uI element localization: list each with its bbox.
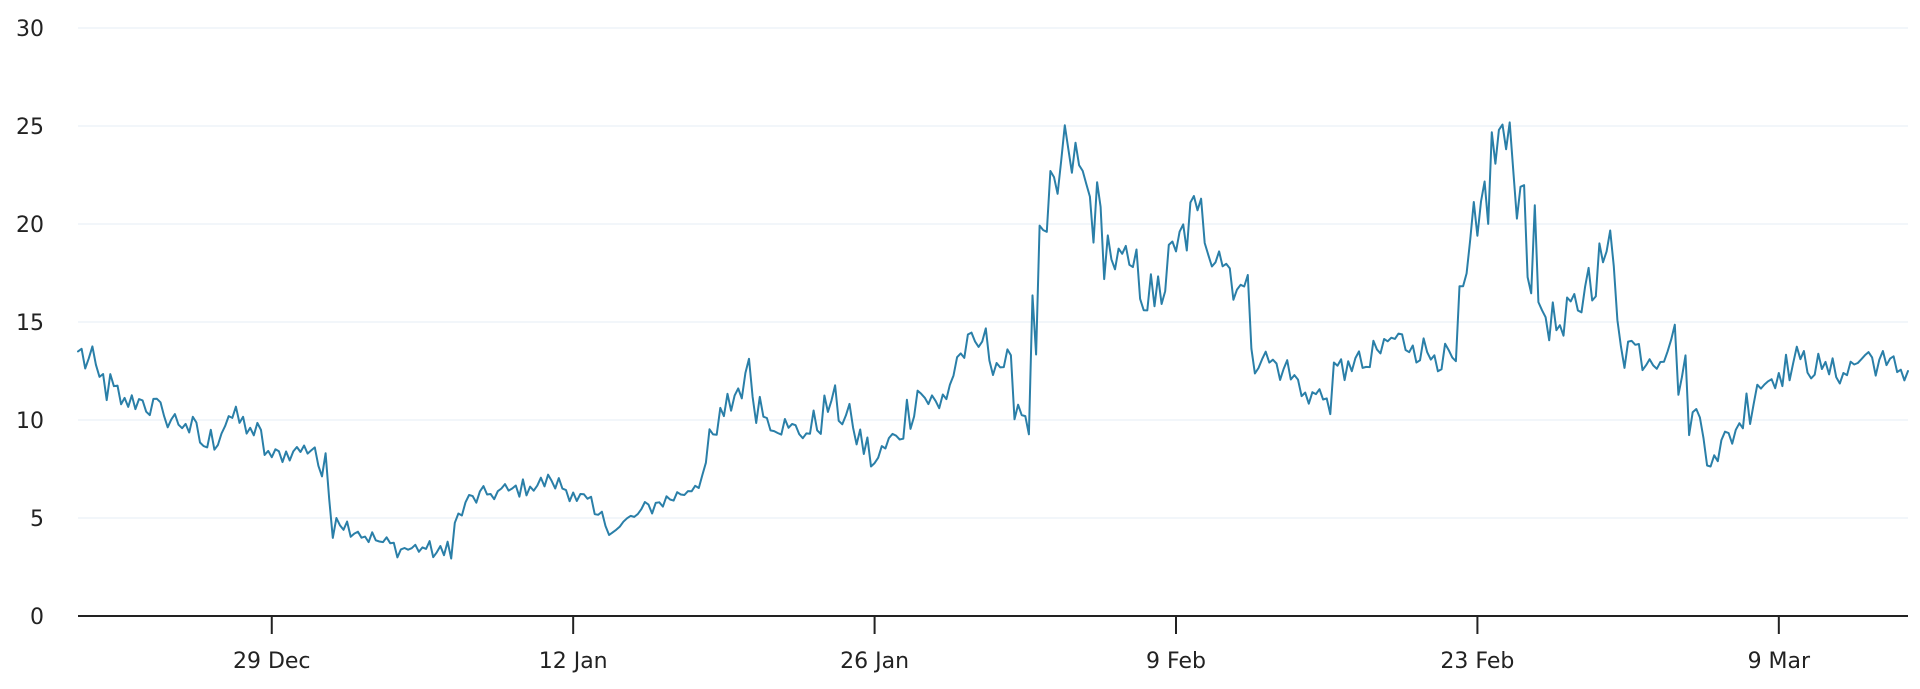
x-tick-label-3: 9 Feb bbox=[1146, 649, 1206, 674]
x-tick-label-5: 9 Mar bbox=[1748, 649, 1811, 674]
x-axis-ticks: 29 Dec 12 Jan 26 Jan 9 Feb 23 Feb 9 Mar bbox=[233, 616, 1811, 674]
x-tick-label-1: 12 Jan bbox=[539, 649, 608, 674]
y-axis-labels: 0 5 10 15 20 25 30 bbox=[16, 17, 44, 630]
gridlines bbox=[78, 27, 1908, 519]
x-tick-label-4: 23 Feb bbox=[1440, 649, 1514, 674]
series-layer bbox=[77, 121, 1909, 560]
y-tick-label-15: 15 bbox=[16, 311, 44, 336]
x-tick-label-0: 29 Dec bbox=[233, 649, 311, 674]
series-line-0 bbox=[77, 121, 1909, 560]
y-tick-label-5: 5 bbox=[30, 507, 44, 532]
x-tick-label-2: 26 Jan bbox=[840, 649, 909, 674]
y-tick-label-10: 10 bbox=[16, 409, 44, 434]
y-tick-label-0: 0 bbox=[30, 605, 44, 630]
y-tick-label-20: 20 bbox=[16, 213, 44, 238]
y-tick-label-30: 30 bbox=[16, 17, 44, 42]
y-tick-label-25: 25 bbox=[16, 115, 44, 140]
